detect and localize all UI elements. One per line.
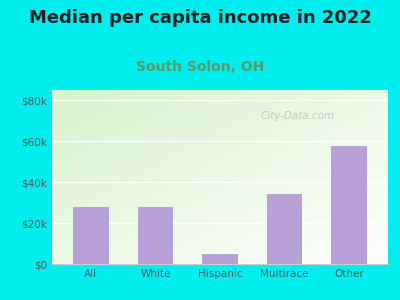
Bar [267, 194, 302, 264]
Bar [332, 146, 367, 264]
Bar [138, 207, 173, 264]
Bar [73, 207, 108, 264]
Text: City-Data.com: City-Data.com [260, 111, 334, 121]
Text: South Solon, OH: South Solon, OH [136, 60, 264, 74]
Bar [202, 254, 238, 264]
Text: Median per capita income in 2022: Median per capita income in 2022 [28, 9, 372, 27]
